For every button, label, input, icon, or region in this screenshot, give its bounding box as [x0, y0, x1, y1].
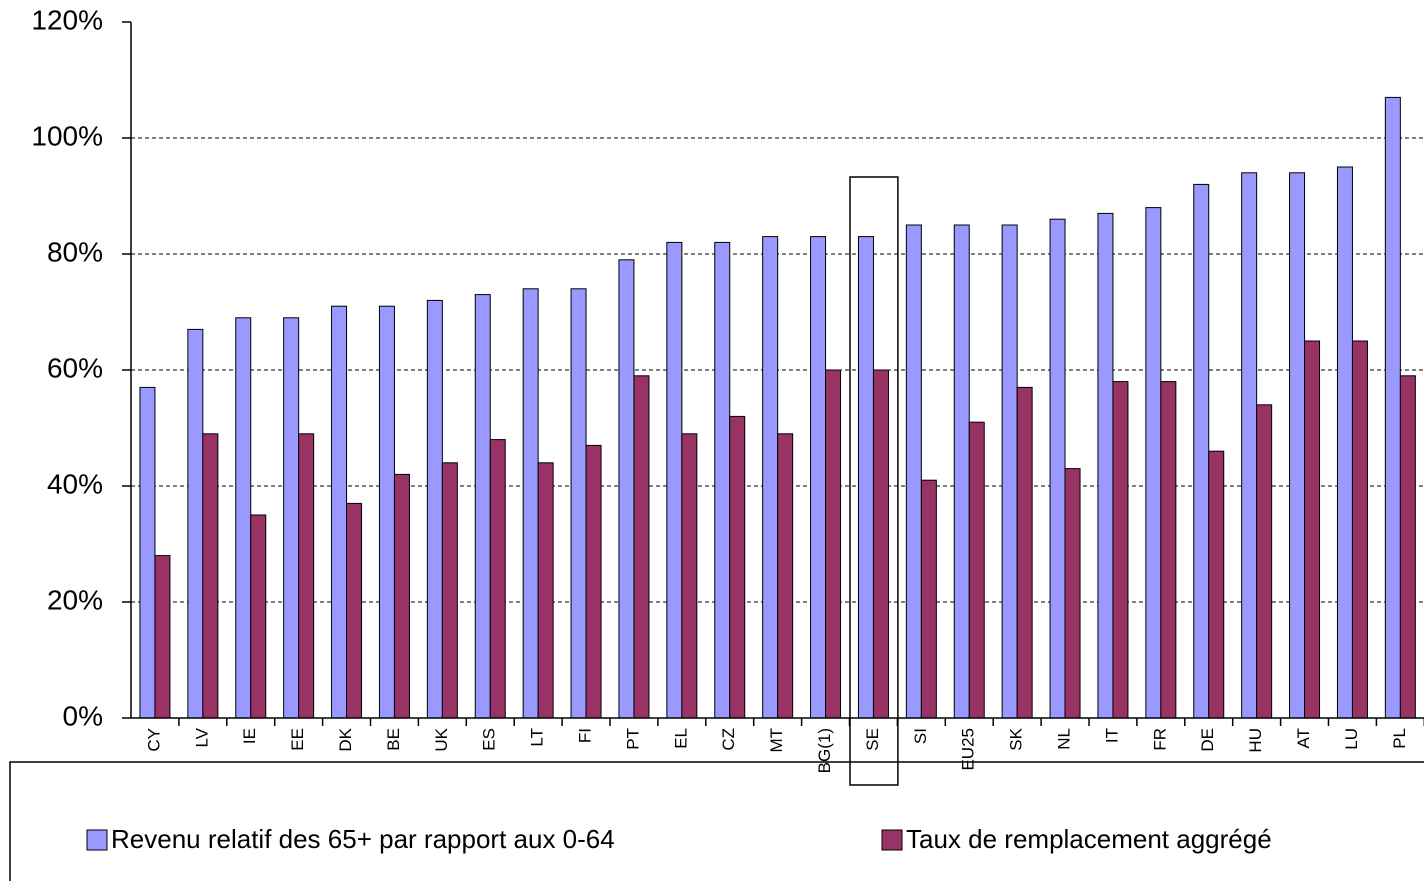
- x-tick-label: ES: [480, 728, 499, 751]
- bar: [714, 241, 731, 719]
- x-tick-label: LV: [192, 727, 211, 747]
- x-tick-label: PL: [1390, 728, 1409, 749]
- bar: [1064, 468, 1081, 719]
- x-tick-label: LU: [1342, 728, 1361, 750]
- bar: [283, 317, 300, 719]
- bar: [953, 224, 970, 719]
- highlight-frame: [849, 176, 899, 786]
- x-tick-label: BE: [384, 728, 403, 751]
- bar: [139, 386, 156, 719]
- y-tick-label: 60%: [47, 352, 103, 383]
- bar: [441, 462, 458, 719]
- bar: [905, 224, 922, 719]
- bar: [426, 299, 443, 719]
- x-tick-label: IT: [1102, 728, 1121, 743]
- y-tick-label: 80%: [47, 236, 103, 267]
- x-tick-label: PT: [623, 728, 642, 750]
- x-tick-label: SK: [1007, 727, 1026, 750]
- bar: [1001, 224, 1018, 719]
- bar: [825, 369, 842, 719]
- x-tick-label: CZ: [719, 728, 738, 751]
- x-tick-label: EE: [288, 728, 307, 751]
- bar: [618, 259, 635, 719]
- legend-swatch: [881, 829, 903, 851]
- x-tick-label: LT: [528, 728, 547, 747]
- bar: [1016, 386, 1033, 719]
- bar: [1304, 340, 1321, 719]
- bar: [537, 462, 554, 719]
- bar: [1256, 404, 1273, 719]
- bar: [1160, 381, 1177, 719]
- legend-box: [9, 761, 1424, 881]
- bar: [522, 288, 539, 719]
- bar: [489, 439, 506, 719]
- bar: [474, 294, 491, 719]
- y-tick-label: 100%: [31, 120, 103, 151]
- bar: [1351, 340, 1368, 719]
- x-tick-label: FI: [576, 728, 595, 743]
- bar: [1049, 218, 1066, 719]
- legend-label: Revenu relatif des 65+ par rapport aux 0…: [111, 824, 615, 854]
- bar: [633, 375, 650, 719]
- bar: [1193, 183, 1210, 719]
- x-tick-label: DK: [336, 727, 355, 751]
- bar: [1145, 207, 1162, 719]
- bar: [810, 236, 827, 719]
- bar: [762, 236, 779, 719]
- x-tick-label: UK: [432, 727, 451, 751]
- x-tick-label: FR: [1150, 728, 1169, 751]
- y-tick-label: 120%: [31, 4, 103, 35]
- legend-label: Taux de remplacement aggrégé: [906, 824, 1272, 854]
- bar: [187, 328, 204, 719]
- bar: [729, 415, 746, 719]
- bar: [1241, 172, 1258, 719]
- bar: [681, 433, 698, 719]
- x-tick-label: HU: [1246, 728, 1265, 753]
- bar: [298, 433, 315, 719]
- bar: [585, 444, 602, 719]
- y-tick-label: 20%: [47, 584, 103, 615]
- x-tick-label: EU25: [959, 728, 978, 771]
- x-tick-label: NL: [1055, 728, 1074, 750]
- x-tick-label: MT: [767, 728, 786, 753]
- bar: [235, 317, 252, 719]
- x-tick-label: CY: [144, 728, 163, 752]
- legend-swatch: [86, 829, 108, 851]
- x-tick-label: DE: [1198, 728, 1217, 752]
- bar: [154, 555, 171, 719]
- bar: [1384, 96, 1401, 719]
- y-tick-label: 0%: [63, 700, 103, 731]
- bar: [1336, 166, 1353, 719]
- x-tick-label: SI: [911, 728, 930, 744]
- bar: [1399, 375, 1416, 719]
- bar: [1112, 381, 1129, 719]
- x-tick-label: IE: [240, 728, 259, 744]
- bar: [250, 514, 267, 719]
- bar: [968, 421, 985, 719]
- y-tick-label: 40%: [47, 468, 103, 499]
- bar: [857, 236, 874, 719]
- bar: [570, 288, 587, 719]
- x-tick-label: EL: [671, 728, 690, 749]
- x-tick-label: SE: [863, 728, 882, 751]
- bar: [1289, 172, 1306, 719]
- bar: [872, 369, 889, 719]
- x-tick-label: AT: [1294, 728, 1313, 748]
- bar: [920, 479, 937, 719]
- bar: [1097, 212, 1114, 719]
- bar: [346, 502, 363, 719]
- bar: [202, 433, 219, 719]
- bar: [331, 305, 348, 719]
- bar: [378, 305, 395, 719]
- bar: [666, 241, 683, 719]
- bar: [1208, 450, 1225, 719]
- x-tick-label: BG(1): [815, 728, 834, 773]
- bar: [777, 433, 794, 719]
- bar: [393, 473, 410, 719]
